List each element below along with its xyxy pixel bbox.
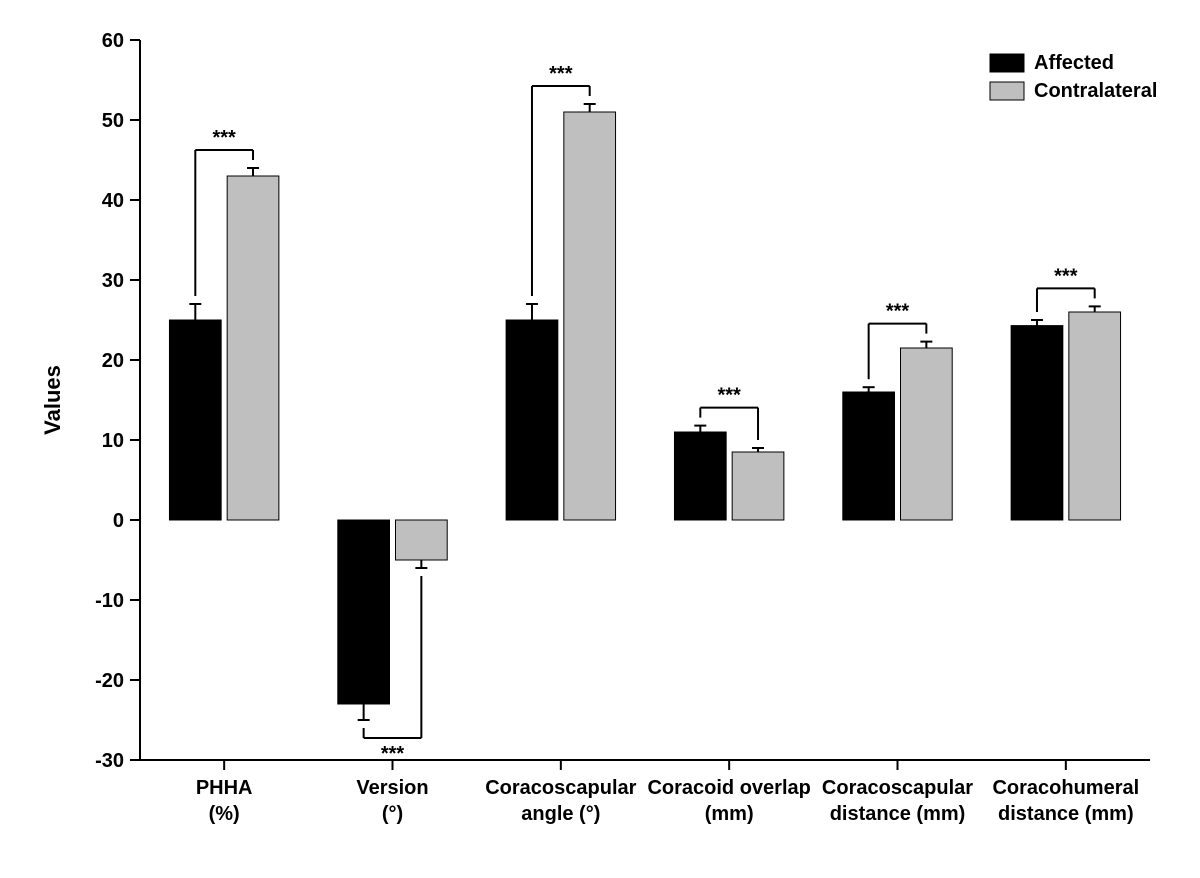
svg-text:Coracohumeral: Coracohumeral — [992, 777, 1139, 799]
svg-text:***: *** — [717, 385, 741, 407]
bar-contralateral — [1069, 312, 1121, 520]
svg-text:Coracoscapular: Coracoscapular — [485, 777, 636, 799]
svg-text:(°): (°) — [382, 803, 403, 825]
svg-text:PHHA: PHHA — [196, 777, 253, 799]
svg-text:angle (°): angle (°) — [521, 803, 600, 825]
svg-text:30: 30 — [102, 270, 124, 292]
svg-text:10: 10 — [102, 430, 124, 452]
bar-affected — [843, 392, 895, 520]
svg-text:-30: -30 — [95, 750, 124, 772]
legend-swatch — [990, 54, 1024, 72]
bar-affected — [1011, 326, 1063, 520]
legend-label: Affected — [1034, 52, 1114, 74]
svg-text:(mm): (mm) — [705, 803, 754, 825]
bar-contralateral — [901, 348, 953, 520]
svg-text:Coracoid overlap: Coracoid overlap — [647, 777, 810, 799]
svg-text:distance (mm): distance (mm) — [998, 803, 1134, 825]
svg-text:***: *** — [212, 127, 236, 149]
bar-chart: -30 -20 -10 0 10 20 30 40 50 60 Values *** PHHA (%) **… — [0, 0, 1200, 878]
svg-text:Version: Version — [356, 777, 428, 799]
svg-text:20: 20 — [102, 350, 124, 372]
svg-text:distance (mm): distance (mm) — [830, 803, 966, 825]
svg-text:-20: -20 — [95, 670, 124, 692]
bar-contralateral — [396, 520, 448, 560]
bar-contralateral — [227, 176, 279, 520]
svg-text:***: *** — [549, 63, 573, 85]
svg-text:50: 50 — [102, 110, 124, 132]
svg-text:60: 60 — [102, 30, 124, 52]
legend-swatch — [990, 82, 1024, 100]
svg-text:***: *** — [886, 301, 910, 323]
bar-contralateral — [564, 112, 616, 520]
svg-text:Coracoscapular: Coracoscapular — [822, 777, 973, 799]
svg-text:40: 40 — [102, 190, 124, 212]
bar-affected — [506, 320, 558, 520]
svg-text:Values: Values — [40, 365, 65, 435]
bar-affected — [674, 432, 726, 520]
legend-label: Contralateral — [1034, 80, 1157, 102]
bar-affected — [338, 520, 390, 704]
chart-container: -30 -20 -10 0 10 20 30 40 50 60 Values *** PHHA (%) **… — [0, 0, 1200, 878]
bar-affected — [169, 320, 221, 520]
bar-contralateral — [732, 452, 784, 520]
svg-text:***: *** — [1054, 265, 1078, 287]
svg-text:-10: -10 — [95, 590, 124, 612]
svg-text:0: 0 — [113, 510, 124, 532]
svg-text:(%): (%) — [209, 803, 240, 825]
